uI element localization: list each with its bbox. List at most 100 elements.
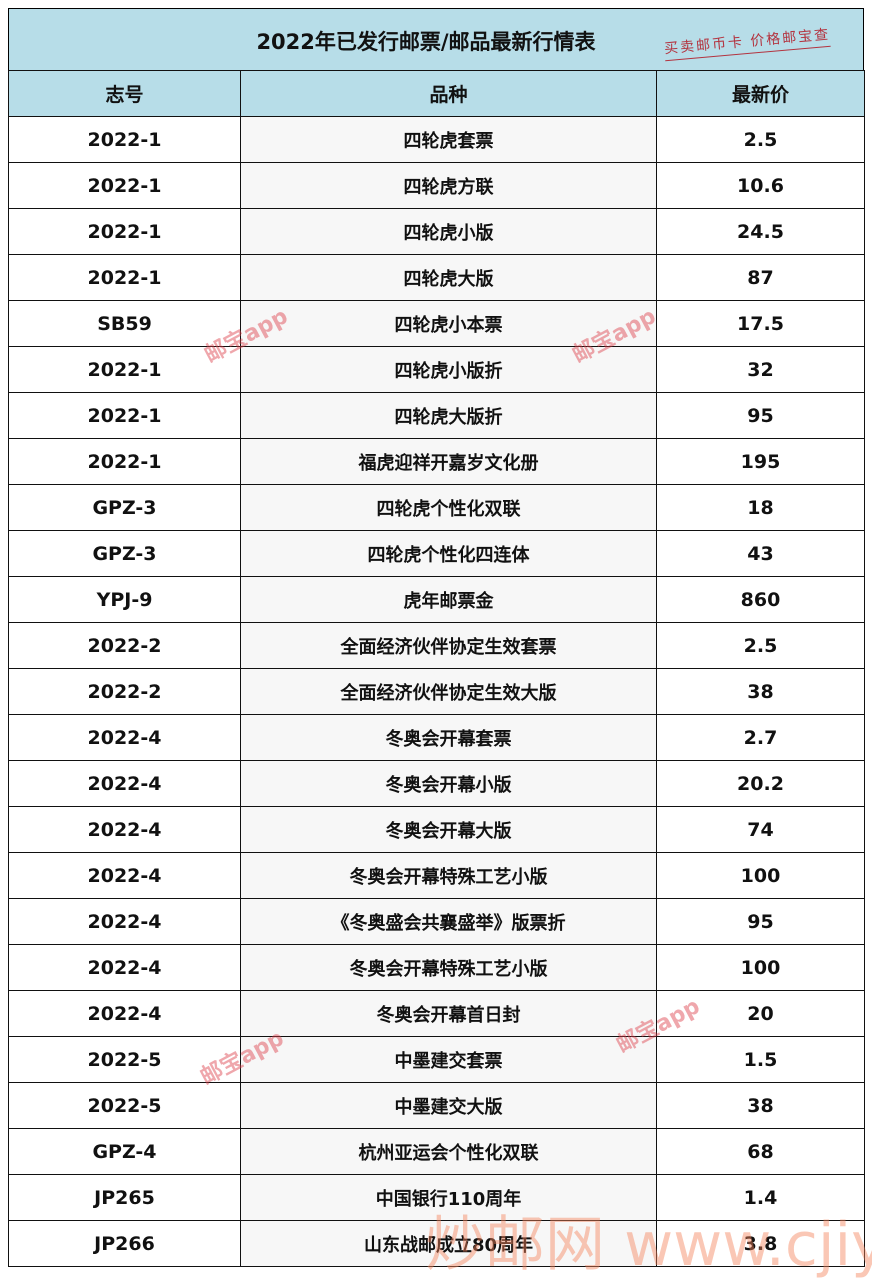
issue-number-cell: 2022-4	[8, 760, 241, 807]
issue-number-cell: 2022-4	[8, 714, 241, 761]
item-name-cell: 四轮虎大版	[240, 254, 657, 301]
table-row: 2022-4 冬奥会开幕特殊工艺小版 100	[8, 852, 865, 899]
table-row: GPZ-3 四轮虎个性化四连体 43	[8, 530, 865, 577]
table-row: 2022-4 冬奥会开幕套票 2.7	[8, 714, 865, 761]
issue-number-cell: 2022-4	[8, 852, 241, 899]
table-row: 2022-2 全面经济伙伴协定生效套票 2.5	[8, 622, 865, 669]
latest-price-cell: 38	[656, 1082, 865, 1129]
table-row: 2022-4 《冬奥盛会共襄盛举》版票折 95	[8, 898, 865, 945]
item-name-cell: 四轮虎方联	[240, 162, 657, 209]
table-row: SB59 四轮虎小本票 17.5	[8, 300, 865, 347]
item-name-cell: 全面经济伙伴协定生效大版	[240, 668, 657, 715]
issue-number-cell: 2022-1	[8, 438, 241, 485]
issue-number-cell: GPZ-3	[8, 530, 241, 577]
item-name-cell: 山东战邮成立80周年	[240, 1220, 657, 1267]
item-name-cell: 四轮虎小本票	[240, 300, 657, 347]
latest-price-cell: 24.5	[656, 208, 865, 255]
item-name-cell: 冬奥会开幕套票	[240, 714, 657, 761]
latest-price-cell: 1.5	[656, 1036, 865, 1083]
item-name-cell: 冬奥会开幕特殊工艺小版	[240, 944, 657, 991]
table-row: 2022-1 四轮虎大版折 95	[8, 392, 865, 439]
table-row: 2022-1 四轮虎套票 2.5	[8, 116, 865, 163]
table-row: JP265 中国银行110周年 1.4	[8, 1174, 865, 1221]
latest-price-cell: 74	[656, 806, 865, 853]
issue-number-cell: 2022-4	[8, 898, 241, 945]
latest-price-cell: 68	[656, 1128, 865, 1175]
issue-number-cell: 2022-1	[8, 162, 241, 209]
price-table: 志号 品种 最新价 2022-1 四轮虎套票 2.5 2022-1 四轮虎方联 10.6 2…	[8, 70, 865, 1267]
title-bar: 2022年已发行邮票/邮品最新行情表 买卖邮币卡 价格邮宝查	[8, 8, 864, 70]
latest-price-cell: 195	[656, 438, 865, 485]
latest-price-cell: 43	[656, 530, 865, 577]
issue-number-cell: 2022-4	[8, 806, 241, 853]
latest-price-cell: 17.5	[656, 300, 865, 347]
page-title: 2022年已发行邮票/邮品最新行情表	[256, 30, 596, 54]
item-name-cell: 虎年邮票金	[240, 576, 657, 623]
item-name-cell: 杭州亚运会个性化双联	[240, 1128, 657, 1175]
header-item: 品种	[240, 70, 657, 117]
latest-price-cell: 3.8	[656, 1220, 865, 1267]
item-name-cell: 冬奥会开幕首日封	[240, 990, 657, 1037]
issue-number-cell: 2022-1	[8, 392, 241, 439]
issue-number-cell: 2022-2	[8, 622, 241, 669]
header-issue-number: 志号	[8, 70, 241, 117]
latest-price-cell: 38	[656, 668, 865, 715]
latest-price-cell: 32	[656, 346, 865, 393]
item-name-cell: 四轮虎套票	[240, 116, 657, 163]
latest-price-cell: 1.4	[656, 1174, 865, 1221]
issue-number-cell: 2022-1	[8, 116, 241, 163]
item-name-cell: 全面经济伙伴协定生效套票	[240, 622, 657, 669]
item-name-cell: 四轮虎个性化双联	[240, 484, 657, 531]
latest-price-cell: 860	[656, 576, 865, 623]
table-row: JP266 山东战邮成立80周年 3.8	[8, 1220, 865, 1267]
table-row: 2022-1 四轮虎方联 10.6	[8, 162, 865, 209]
item-name-cell: 中国银行110周年	[240, 1174, 657, 1221]
latest-price-cell: 95	[656, 898, 865, 945]
header-latest-price: 最新价	[656, 70, 865, 117]
item-name-cell: 冬奥会开幕特殊工艺小版	[240, 852, 657, 899]
issue-number-cell: 2022-4	[8, 944, 241, 991]
header-row: 志号 品种 最新价	[8, 70, 865, 117]
table-row: 2022-1 福虎迎祥开嘉岁文化册 195	[8, 438, 865, 485]
table-row: 2022-5 中墨建交套票 1.5	[8, 1036, 865, 1083]
issue-number-cell: GPZ-4	[8, 1128, 241, 1175]
table-row: GPZ-3 四轮虎个性化双联 18	[8, 484, 865, 531]
latest-price-cell: 100	[656, 944, 865, 991]
issue-number-cell: JP266	[8, 1220, 241, 1267]
table-row: 2022-4 冬奥会开幕小版 20.2	[8, 760, 865, 807]
latest-price-cell: 100	[656, 852, 865, 899]
item-name-cell: 四轮虎小版	[240, 208, 657, 255]
issue-number-cell: 2022-1	[8, 346, 241, 393]
issue-number-cell: SB59	[8, 300, 241, 347]
table-row: 2022-4 冬奥会开幕特殊工艺小版 100	[8, 944, 865, 991]
issue-number-cell: 2022-1	[8, 208, 241, 255]
issue-number-cell: 2022-5	[8, 1036, 241, 1083]
issue-number-cell: 2022-1	[8, 254, 241, 301]
latest-price-cell: 18	[656, 484, 865, 531]
table-row: 2022-2 全面经济伙伴协定生效大版 38	[8, 668, 865, 715]
table-row: GPZ-4 杭州亚运会个性化双联 68	[8, 1128, 865, 1175]
table-row: YPJ-9 虎年邮票金 860	[8, 576, 865, 623]
issue-number-cell: 2022-5	[8, 1082, 241, 1129]
table-row: 2022-5 中墨建交大版 38	[8, 1082, 865, 1129]
item-name-cell: 中墨建交套票	[240, 1036, 657, 1083]
latest-price-cell: 87	[656, 254, 865, 301]
issue-number-cell: 2022-4	[8, 990, 241, 1037]
item-name-cell: 四轮虎个性化四连体	[240, 530, 657, 577]
item-name-cell: 四轮虎小版折	[240, 346, 657, 393]
table-row: 2022-4 冬奥会开幕大版 74	[8, 806, 865, 853]
item-name-cell: 冬奥会开幕大版	[240, 806, 657, 853]
latest-price-cell: 10.6	[656, 162, 865, 209]
latest-price-cell: 20.2	[656, 760, 865, 807]
table-row: 2022-1 四轮虎大版 87	[8, 254, 865, 301]
table-row: 2022-4 冬奥会开幕首日封 20	[8, 990, 865, 1037]
issue-number-cell: JP265	[8, 1174, 241, 1221]
table-row: 2022-1 四轮虎小版 24.5	[8, 208, 865, 255]
table-row: 2022-1 四轮虎小版折 32	[8, 346, 865, 393]
latest-price-cell: 2.5	[656, 116, 865, 163]
latest-price-cell: 2.7	[656, 714, 865, 761]
latest-price-cell: 95	[656, 392, 865, 439]
price-table-container: 2022年已发行邮票/邮品最新行情表 买卖邮币卡 价格邮宝查 志号 品种 最新价…	[8, 8, 865, 1267]
latest-price-cell: 2.5	[656, 622, 865, 669]
item-name-cell: 《冬奥盛会共襄盛举》版票折	[240, 898, 657, 945]
